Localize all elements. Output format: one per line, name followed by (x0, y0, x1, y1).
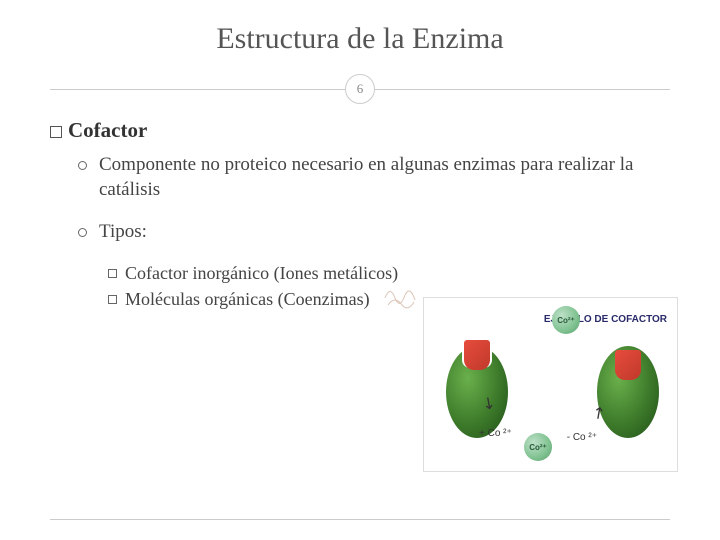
item-text: Tipos: (99, 220, 670, 245)
minus-cobalt-label: - Co ²⁺ (567, 432, 597, 443)
substrate-icon (615, 350, 641, 380)
scribble-icon (380, 280, 420, 315)
square-bullet-icon (50, 126, 62, 138)
slide: Estructura de la Enzima 6 Cofactor Compo… (0, 0, 720, 540)
circle-bullet-icon (78, 161, 87, 170)
title-divider: 6 (50, 74, 670, 104)
page-number-badge: 6 (345, 74, 375, 104)
cobalt-ion-icon: Co²⁺ (524, 433, 552, 461)
bottom-divider (50, 519, 670, 520)
circle-bullet-icon (78, 228, 87, 237)
list-item: Componente no proteico necesario en algu… (78, 153, 670, 202)
substrate-icon (464, 340, 490, 370)
list-item: Tipos: (78, 220, 670, 245)
enzyme-bound (597, 346, 659, 438)
enzyme-open (446, 346, 508, 438)
subitem-text: Cofactor inorgánico (Iones metálicos) (125, 263, 398, 284)
cobalt-ion-icon: Co²⁺ (552, 306, 580, 334)
plus-cobalt-label: + Co ²⁺ (479, 428, 512, 439)
section-heading: Cofactor (50, 118, 670, 143)
square-bullet-icon (108, 269, 117, 278)
slide-title: Estructura de la Enzima (50, 22, 670, 56)
cofactor-diagram: EJEMPLO DE COFACTOR Co²⁺ Co²⁺ ↘ ↗ + Co ²… (423, 297, 678, 472)
square-bullet-icon (108, 295, 117, 304)
item-text: Componente no proteico necesario en algu… (99, 153, 670, 202)
heading-text: Cofactor (68, 118, 147, 142)
subitem-text: Moléculas orgánicas (Coenzimas) (125, 289, 370, 310)
